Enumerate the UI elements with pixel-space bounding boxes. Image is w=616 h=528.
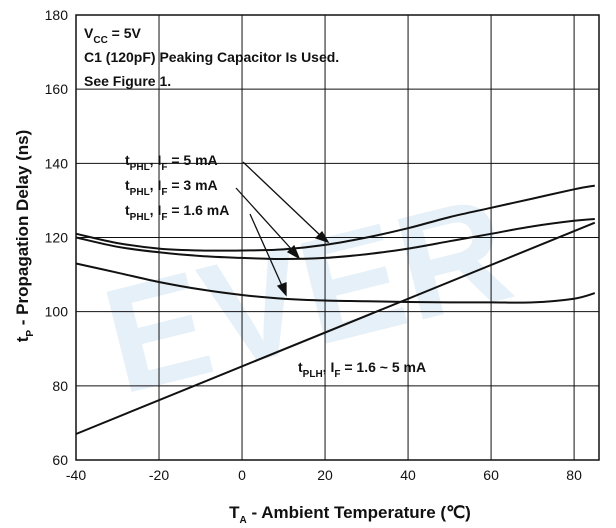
curve-tphl-3ma — [75, 218, 595, 261]
leader-line-1-6ma — [249, 213, 284, 289]
y-axis-title: tP - Propagation Delay (ns) — [13, 130, 36, 343]
leader-arrowhead-3ma — [286, 244, 301, 260]
curve-tplh — [75, 221, 596, 435]
x-tick-label: 40 — [400, 467, 416, 483]
curve-tphl-5ma — [75, 184, 595, 252]
leader-arrows — [235, 161, 330, 297]
y-tick-label: 120 — [45, 230, 69, 246]
y-tick-label: 160 — [45, 81, 69, 97]
curve-tphl-1-6ma — [75, 262, 596, 304]
leader-line-5ma — [242, 161, 323, 238]
x-tick-label: 80 — [566, 467, 582, 483]
leader-arrowhead-5ma — [314, 230, 330, 244]
curves — [75, 184, 596, 435]
note-vcc: VCC = 5V — [84, 25, 142, 46]
series-label-phl-5ma: tPHL, IF = 5 mA — [125, 152, 218, 173]
x-tick-label: 0 — [238, 467, 246, 483]
series-label-phl-3ma: tPHL, IF = 3 mA — [125, 177, 218, 198]
y-tick-label: 100 — [45, 304, 69, 320]
y-tick-label: 140 — [45, 155, 69, 171]
y-tick-labels: 60 80 100 120 140 160 180 — [45, 7, 69, 468]
series-label-phl-1-6ma: tPHL, IF = 1.6 mA — [125, 202, 229, 223]
y-tick-label: 60 — [52, 452, 68, 468]
leader-line-3ma — [235, 187, 295, 253]
x-tick-label: 20 — [317, 467, 333, 483]
x-tick-label: 60 — [483, 467, 499, 483]
y-tick-label: 180 — [45, 7, 69, 23]
leader-arrowhead-1-6ma — [276, 282, 287, 297]
y-tick-label: 80 — [52, 378, 68, 394]
x-tick-label: -20 — [149, 467, 169, 483]
note-see-figure: See Figure 1. — [84, 73, 171, 89]
x-axis-title: TA - Ambient Temperature (℃) — [229, 503, 471, 526]
x-tick-label: -40 — [66, 467, 86, 483]
x-tick-labels: -40 -20 0 20 40 60 80 — [66, 467, 582, 483]
plot-frame — [75, 14, 600, 461]
note-peaking-capacitor: C1 (120pF) Peaking Capacitor Is Used. — [84, 49, 339, 65]
series-label-plh: tPLH, IF = 1.6 ~ 5 mA — [298, 359, 426, 380]
